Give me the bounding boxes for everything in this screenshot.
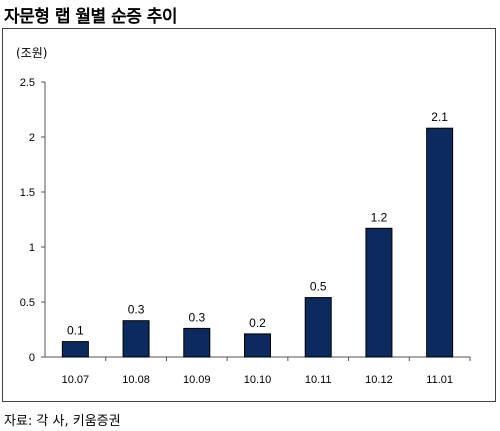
x-tick-label: 10.10	[244, 374, 272, 386]
y-tick-label: 1.5	[20, 187, 35, 199]
data-label: 0.3	[188, 310, 205, 324]
x-tick-label: 10.07	[62, 374, 90, 386]
x-tick-label: 10.12	[365, 374, 393, 386]
bar	[183, 327, 211, 358]
x-tick-label: 10.11	[305, 374, 332, 386]
data-label: 0.2	[249, 316, 266, 330]
y-tick-label: 0	[29, 352, 35, 364]
y-tick-label: 2	[29, 132, 35, 144]
data-labels: 0.1 0.3 0.3 0.2 0.5 1.2 2.1	[67, 110, 448, 337]
bar	[365, 227, 393, 358]
bar	[244, 333, 271, 358]
data-label: 1.2	[371, 210, 388, 224]
source-note: 자료: 각 사, 키움증권	[4, 414, 121, 429]
bar	[304, 297, 332, 358]
y-tick-label: 1	[29, 242, 35, 254]
bar	[122, 320, 150, 358]
x-tick-label: 11.01	[426, 374, 453, 386]
data-label: 0.5	[310, 280, 327, 294]
data-label: 2.1	[431, 110, 448, 124]
y-tick-label: 2.5	[20, 77, 35, 89]
data-label: 0.1	[67, 324, 84, 338]
chart-title: 자문형 랩 월별 순증 추이	[4, 7, 178, 27]
y-tick-label: 0.5	[20, 297, 35, 309]
bar	[426, 127, 454, 358]
x-tick-label: 10.09	[183, 374, 211, 386]
bars	[61, 127, 454, 358]
bar	[61, 341, 89, 358]
x-tick-label: 10.08	[122, 374, 150, 386]
ticks: 0 0.5 1 1.5 2 2.5 10.07 10.08 10.09 10.10 10.11 10.…	[20, 77, 471, 386]
chart-frame	[2, 28, 496, 402]
data-label: 0.3	[128, 303, 145, 317]
unit-label: (조원)	[16, 46, 48, 60]
